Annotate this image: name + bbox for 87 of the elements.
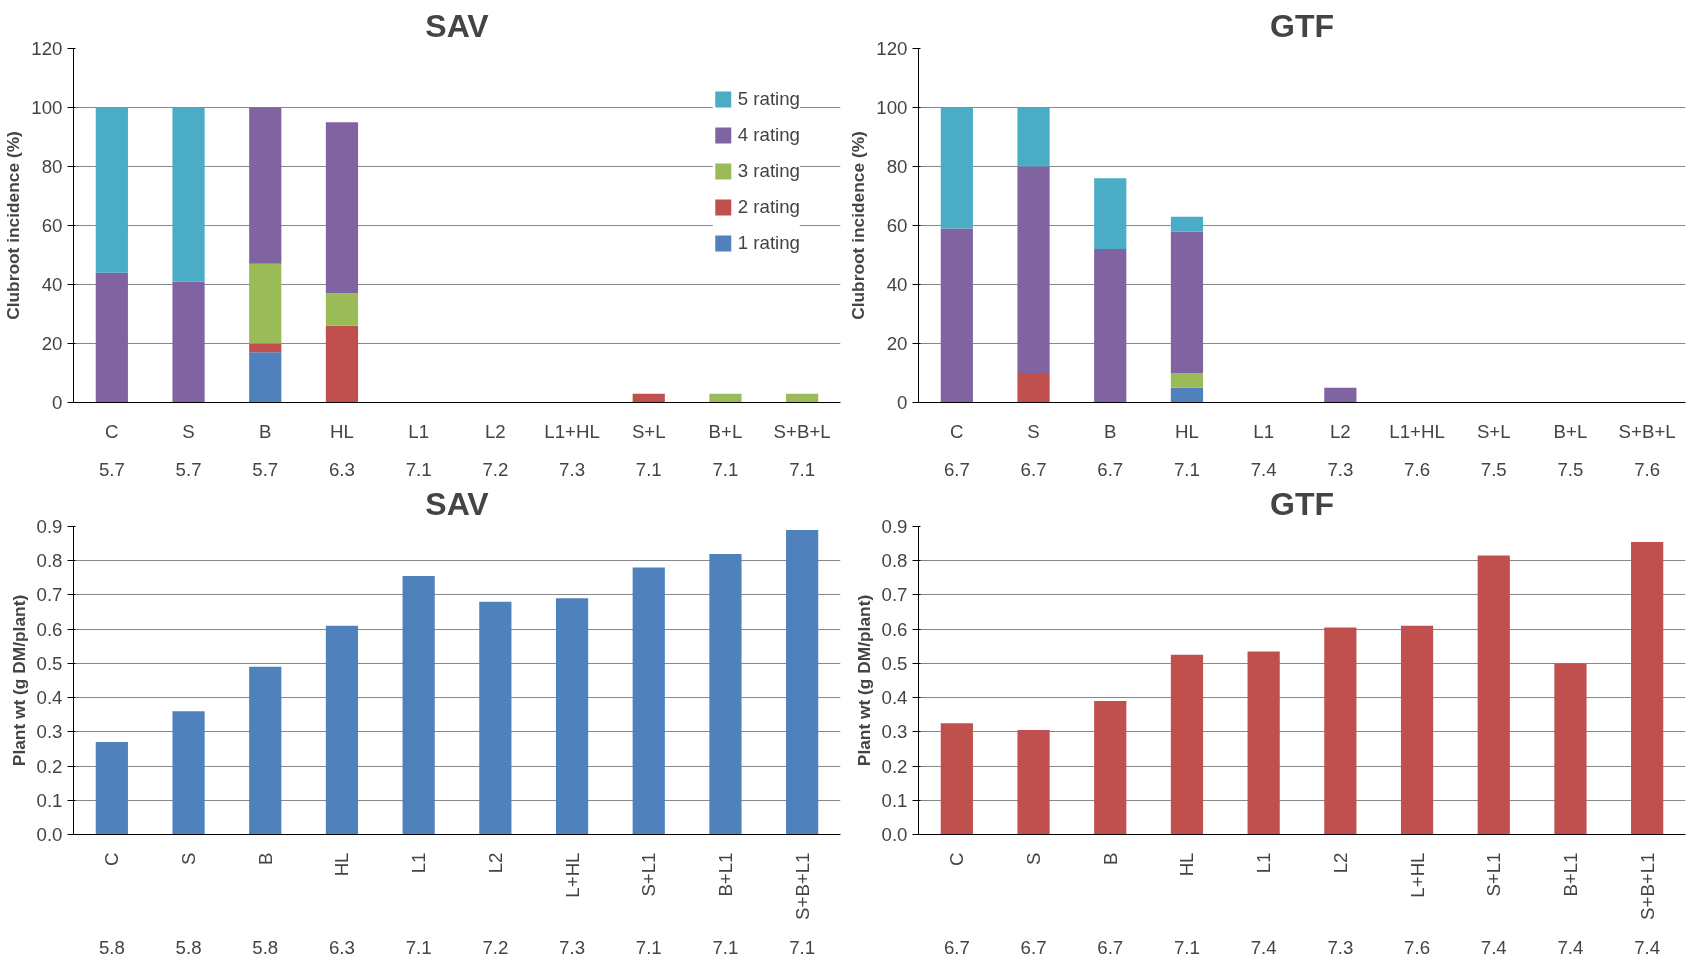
category-label: B+L 7.5 xyxy=(1553,420,1588,480)
legend-label: 1 rating xyxy=(737,232,800,254)
y-tick-label: 0 xyxy=(897,392,908,413)
category-label: S+B+L 7.6 xyxy=(1618,420,1676,480)
y-tick-label: 80 xyxy=(886,156,908,177)
category-label: S 5.8 xyxy=(175,852,202,958)
category-label: B 5.8 xyxy=(252,852,279,958)
category-label: C 5.7 xyxy=(98,420,125,480)
y-axis-title: Clubroot incidence (%) xyxy=(3,131,24,320)
chart-title: SAV xyxy=(425,7,490,44)
y-tick-label: 0.9 xyxy=(881,516,908,537)
y-tick-label: 0.9 xyxy=(36,516,63,537)
legend-label: 5 rating xyxy=(737,88,800,110)
chart-title: GTF xyxy=(1270,485,1334,522)
category-label: S+L1 7.1 xyxy=(635,852,662,958)
category-label: L1 7.1 xyxy=(405,420,432,480)
y-tick-label: 120 xyxy=(31,38,63,59)
y-axis-title: Plant wt (g DM/plant) xyxy=(853,594,874,767)
category-label: HL 6.3 xyxy=(328,420,355,480)
category-label: HL 6.3 xyxy=(328,852,355,958)
category-label: L2 7.2 xyxy=(482,852,509,958)
category-label: B+L1 7.1 xyxy=(712,852,739,958)
category-label: L+HL 7.6 xyxy=(1404,852,1431,958)
y-tick-label: 0.8 xyxy=(881,550,908,572)
y-tick-label: 0.4 xyxy=(36,687,63,709)
y-tick-label: 0.5 xyxy=(881,652,908,674)
category-label: L1+HL 7.3 xyxy=(544,420,600,480)
category-label: B 5.7 xyxy=(252,420,279,480)
chart-title: GTF xyxy=(1270,7,1334,44)
y-tick-label: 80 xyxy=(41,156,63,177)
category-label: B 6.7 xyxy=(1097,420,1124,480)
category-label: S+L 7.1 xyxy=(631,420,666,480)
category-label: L1 7.4 xyxy=(1250,852,1277,958)
y-tick-label: 0.0 xyxy=(36,824,63,845)
category-label: L1 7.4 xyxy=(1250,420,1277,480)
category-label: L1+HL 7.6 xyxy=(1389,420,1445,480)
y-axis-title: Clubroot incidence (%) xyxy=(848,131,869,320)
y-tick-label: 40 xyxy=(886,274,908,295)
y-axis-title: Plant wt (g DM/plant) xyxy=(8,594,29,767)
category-label: C 6.7 xyxy=(943,852,970,958)
y-tick-label: 0.7 xyxy=(36,584,63,606)
y-tick-label: 0 xyxy=(52,392,63,413)
category-label: HL 7.1 xyxy=(1173,852,1200,958)
category-label: C 5.8 xyxy=(98,852,125,958)
y-tick-label: 0.8 xyxy=(36,550,63,572)
y-tick-label: 0.2 xyxy=(881,755,908,777)
category-label: B+L1 7.4 xyxy=(1557,852,1584,958)
y-tick-label: 120 xyxy=(876,38,908,59)
legend-label: 2 rating xyxy=(737,196,800,218)
category-label: L2 7.3 xyxy=(1327,852,1354,958)
category-label: C 6.7 xyxy=(943,420,970,480)
category-label: S+L1 7.4 xyxy=(1480,852,1507,958)
y-tick-label: 0.5 xyxy=(36,652,63,674)
y-tick-label: 0.0 xyxy=(881,824,908,845)
y-tick-label: 0.4 xyxy=(881,687,908,709)
category-label: S+B+L1 7.1 xyxy=(789,852,816,958)
category-label: L+HL 7.3 xyxy=(559,852,586,958)
y-tick-label: 0.1 xyxy=(881,789,908,811)
legend-label: 4 rating xyxy=(737,124,800,146)
y-tick-label: 60 xyxy=(886,215,908,236)
category-label: B+L 7.1 xyxy=(708,420,743,480)
category-label: S 6.7 xyxy=(1020,852,1047,958)
y-tick-label: 100 xyxy=(31,97,63,118)
y-tick-label: 0.6 xyxy=(36,618,63,640)
category-label: S+L 7.5 xyxy=(1476,420,1511,480)
y-tick-label: 0.2 xyxy=(36,755,63,777)
chart-title: SAV xyxy=(425,485,490,522)
y-tick-label: 20 xyxy=(41,333,63,354)
legend-label: 3 rating xyxy=(737,160,800,182)
y-tick-label: 20 xyxy=(886,333,908,354)
y-tick-label: 100 xyxy=(876,97,908,118)
category-label: S 6.7 xyxy=(1020,420,1047,480)
y-tick-label: 0.3 xyxy=(36,721,63,743)
category-label: S+B+L 7.1 xyxy=(773,420,831,480)
category-label: L2 7.3 xyxy=(1327,420,1354,480)
y-tick-label: 60 xyxy=(41,215,63,236)
y-tick-label: 0.6 xyxy=(881,618,908,640)
category-label: S 5.7 xyxy=(175,420,202,480)
category-label: S+B+L1 7.4 xyxy=(1634,852,1661,958)
y-tick-label: 0.3 xyxy=(881,721,908,743)
category-label: L2 7.2 xyxy=(482,420,509,480)
y-tick-label: 0.1 xyxy=(36,789,63,811)
category-label: HL 7.1 xyxy=(1173,420,1200,480)
category-label: B 6.7 xyxy=(1097,852,1124,958)
category-label: L1 7.1 xyxy=(405,852,432,958)
y-tick-label: 0.7 xyxy=(881,584,908,606)
y-tick-label: 40 xyxy=(41,274,63,295)
